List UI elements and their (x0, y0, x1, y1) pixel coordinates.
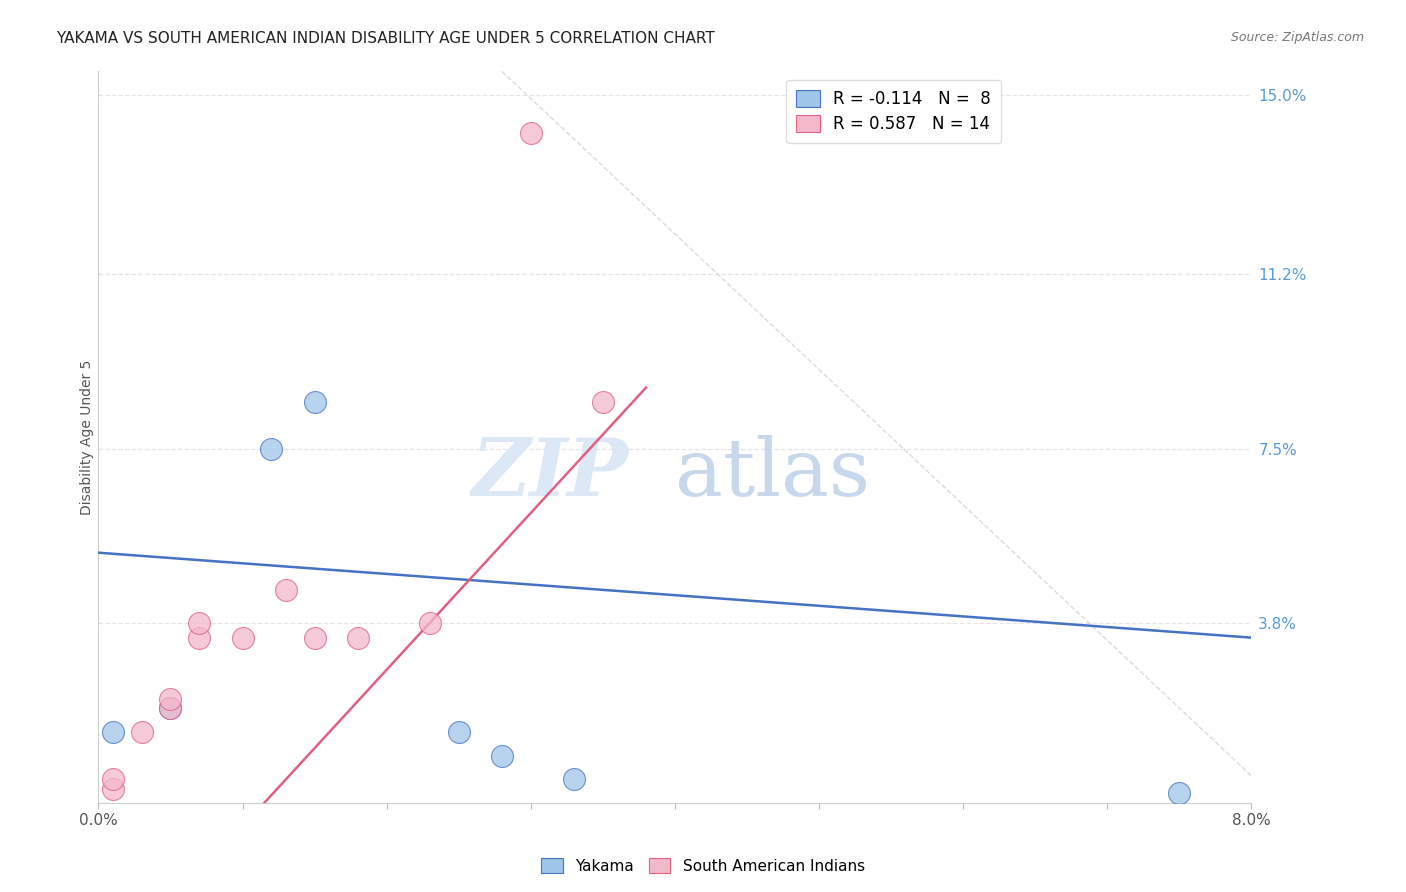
Point (260, 442, 283, 456)
Point (592, 394, 614, 409)
Point (346, 631, 368, 645)
Point (231, 631, 254, 645)
Point (274, 583, 297, 598)
Point (188, 616, 211, 631)
Text: Source: ZipAtlas.com: Source: ZipAtlas.com (1230, 31, 1364, 45)
Point (304, 394, 326, 409)
Point (101, 725, 124, 739)
Point (419, 616, 441, 631)
Point (304, 631, 326, 645)
Text: atlas: atlas (675, 434, 870, 513)
Text: YAKAMA VS SOUTH AMERICAN INDIAN DISABILITY AGE UNDER 5 CORRELATION CHART: YAKAMA VS SOUTH AMERICAN INDIAN DISABILI… (56, 31, 716, 46)
Point (159, 692, 181, 706)
Point (520, 126, 543, 140)
Text: ZIP: ZIP (472, 435, 628, 512)
Legend: Yakama, South American Indians: Yakama, South American Indians (536, 852, 870, 880)
Point (491, 748, 513, 763)
Point (188, 631, 211, 645)
Point (562, 772, 585, 787)
Point (131, 725, 153, 739)
Point (159, 701, 181, 715)
Legend: R = -0.114   N =  8, R = 0.587   N = 14: R = -0.114 N = 8, R = 0.587 N = 14 (786, 79, 1001, 143)
Point (1168, 786, 1191, 800)
Point (159, 701, 181, 715)
Point (101, 781, 124, 796)
Y-axis label: Disability Age Under 5: Disability Age Under 5 (80, 359, 94, 515)
Point (101, 772, 124, 787)
Point (447, 725, 470, 739)
